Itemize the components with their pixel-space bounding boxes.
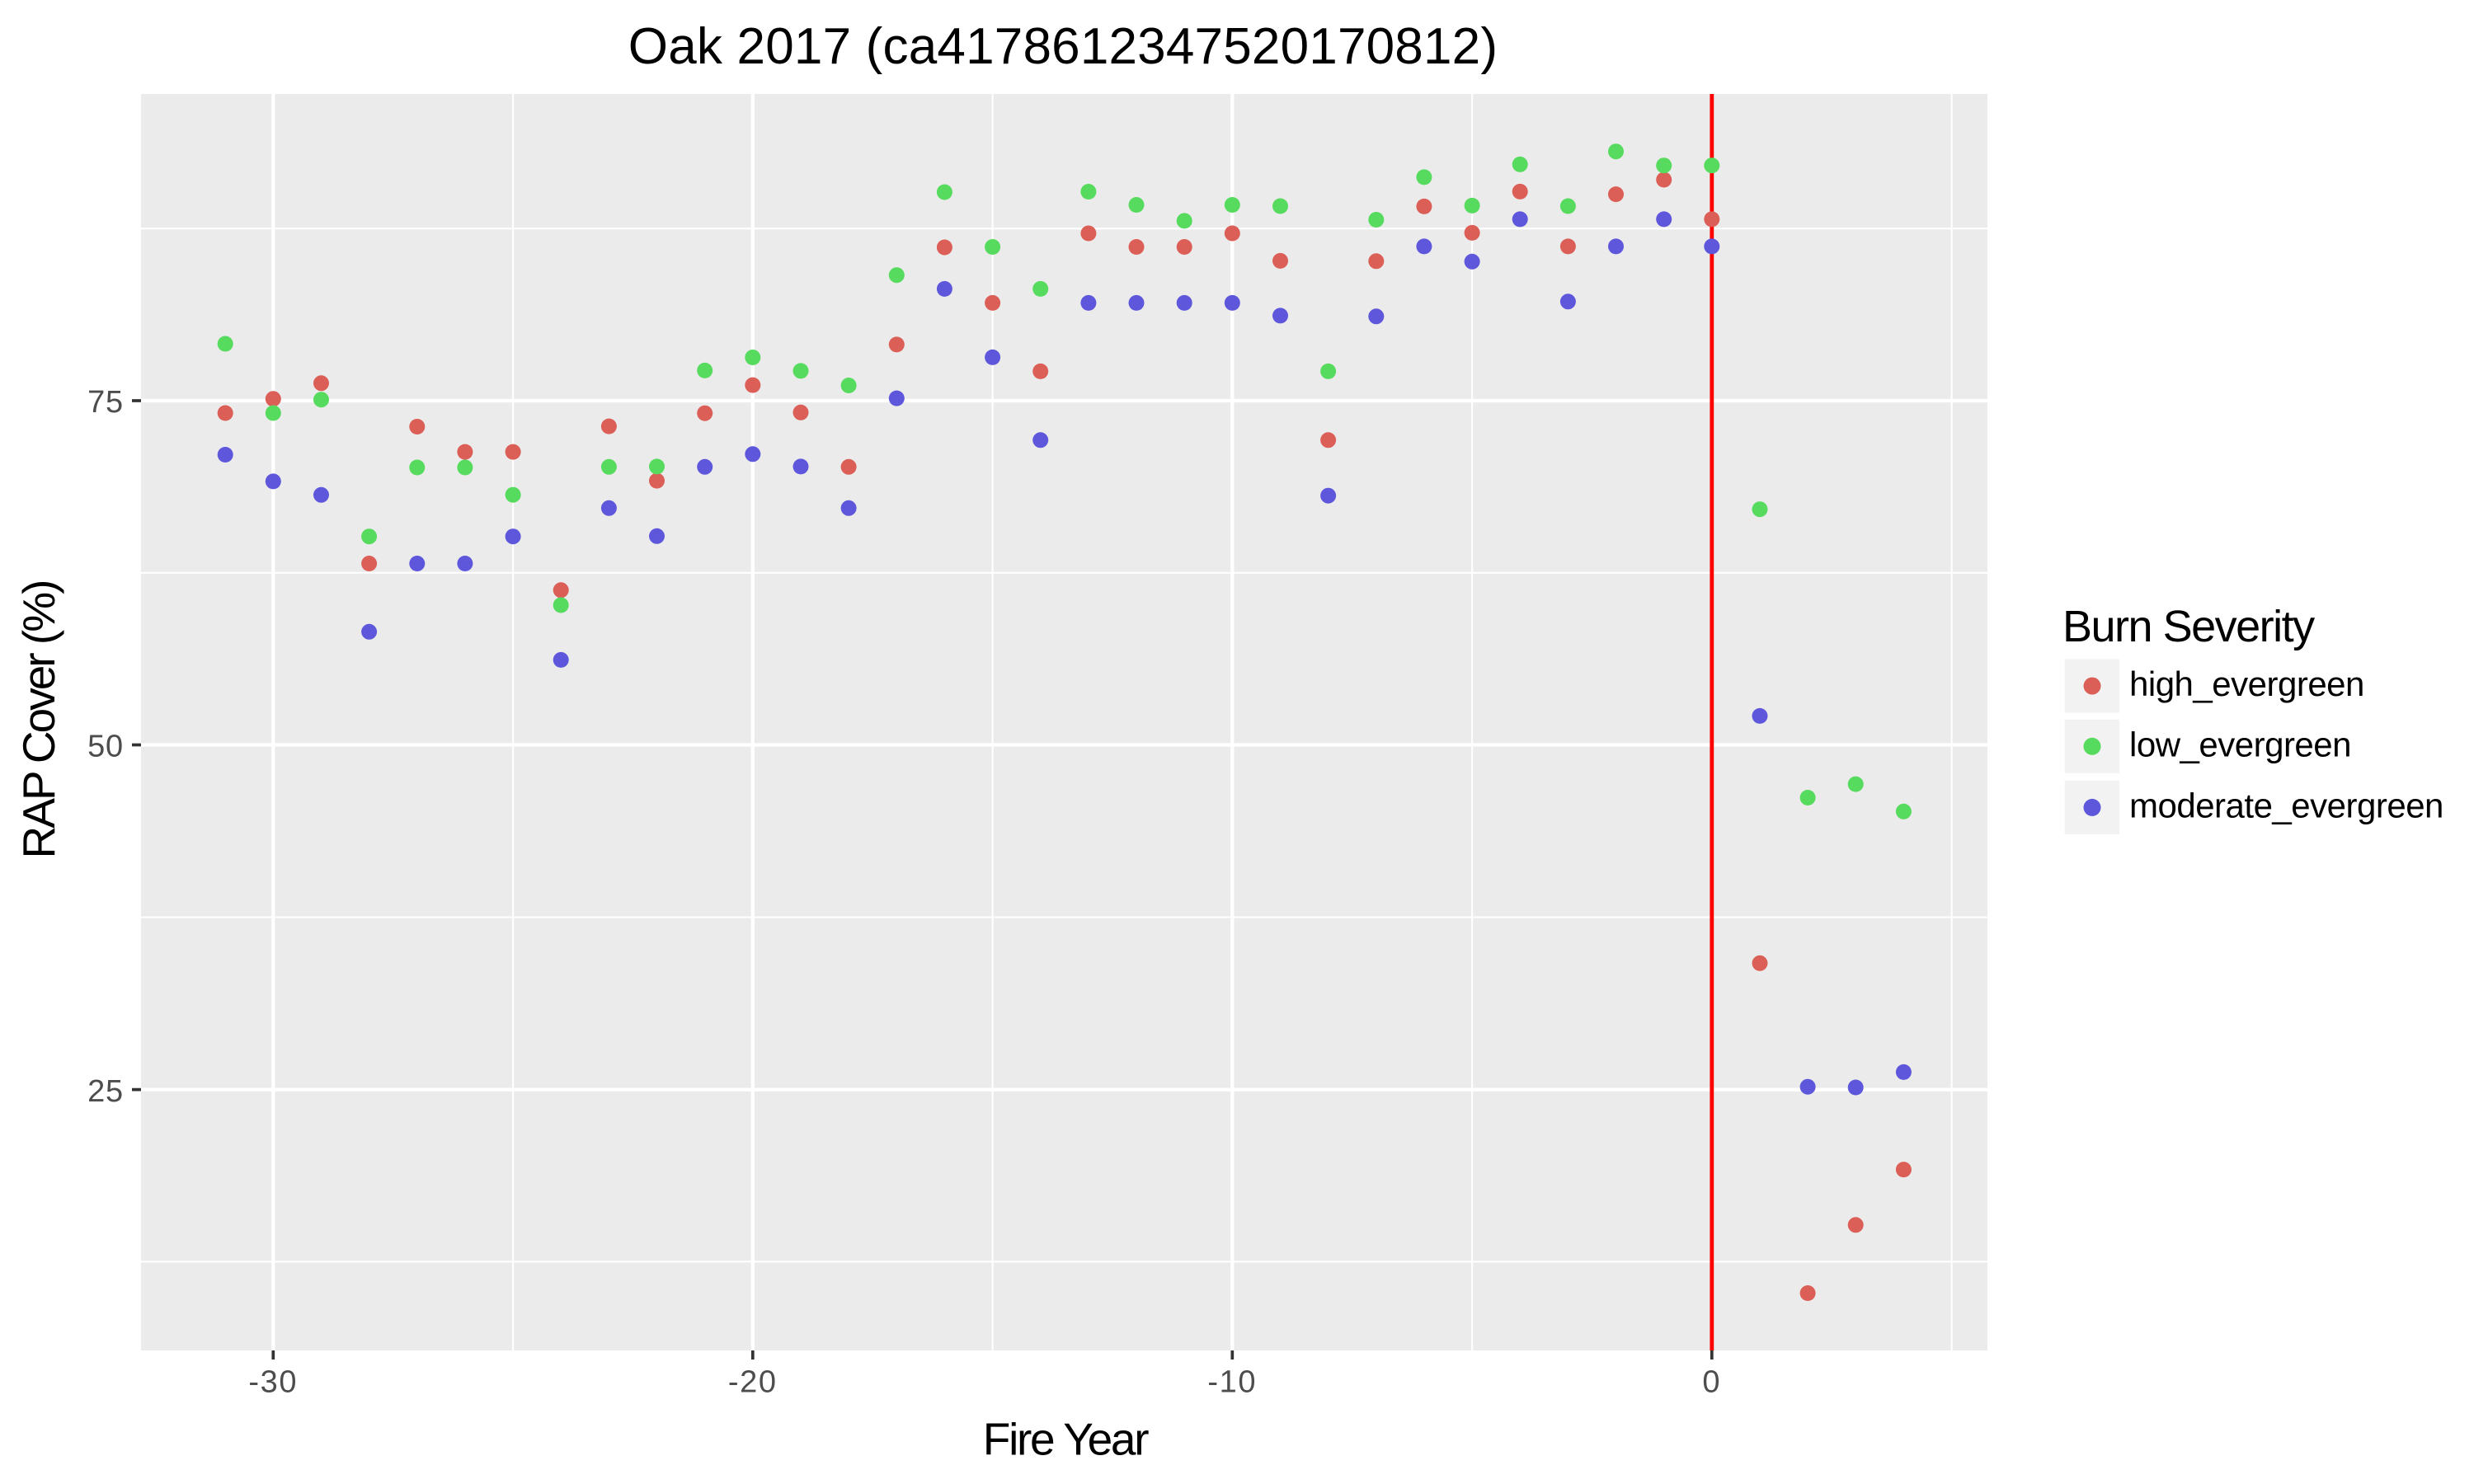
svg-text:moderate_evergreen: moderate_evergreen bbox=[2129, 786, 2443, 824]
svg-text:-30: -30 bbox=[248, 1365, 298, 1400]
svg-text:0: 0 bbox=[1702, 1365, 1721, 1400]
svg-text:25: 25 bbox=[87, 1074, 124, 1109]
svg-text:Fire Year: Fire Year bbox=[983, 1414, 1149, 1465]
svg-text:75: 75 bbox=[87, 385, 124, 420]
svg-text:RAP Cover (%): RAP Cover (%) bbox=[13, 582, 64, 859]
svg-text:-10: -10 bbox=[1207, 1365, 1257, 1400]
svg-text:Oak 2017 (ca417861234752017081: Oak 2017 (ca4178612347520170812) bbox=[628, 18, 1498, 75]
svg-text:low_evergreen: low_evergreen bbox=[2129, 725, 2351, 763]
svg-text:50: 50 bbox=[87, 730, 124, 764]
svg-text:high_evergreen: high_evergreen bbox=[2129, 665, 2364, 703]
svg-text:Burn Severity: Burn Severity bbox=[2062, 602, 2315, 651]
svg-text:-20: -20 bbox=[728, 1365, 778, 1400]
